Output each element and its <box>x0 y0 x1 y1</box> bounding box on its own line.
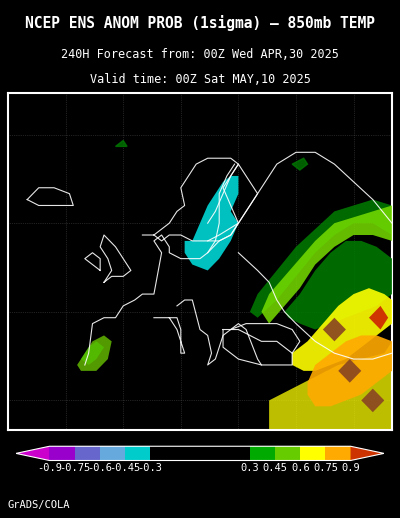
Polygon shape <box>361 388 384 412</box>
Text: -0.9: -0.9 <box>37 463 62 473</box>
Text: -0.6: -0.6 <box>87 463 112 473</box>
Text: GrADS/COLA: GrADS/COLA <box>8 500 70 510</box>
Polygon shape <box>292 288 392 371</box>
Polygon shape <box>323 318 346 341</box>
Polygon shape <box>116 140 127 147</box>
Polygon shape <box>338 359 361 383</box>
Text: -0.75: -0.75 <box>59 463 90 473</box>
Text: 0.75: 0.75 <box>313 463 338 473</box>
Polygon shape <box>269 341 392 430</box>
Polygon shape <box>292 158 308 170</box>
Text: 0.3: 0.3 <box>241 463 260 473</box>
Bar <box>275 446 300 461</box>
Text: 240H Forecast from: 00Z Wed APR,30 2025: 240H Forecast from: 00Z Wed APR,30 2025 <box>61 48 339 61</box>
Polygon shape <box>308 336 392 406</box>
Text: -0.45: -0.45 <box>109 463 140 473</box>
Polygon shape <box>262 206 392 324</box>
Text: -0.3: -0.3 <box>137 463 162 473</box>
Polygon shape <box>250 199 392 318</box>
Bar <box>125 446 150 461</box>
Text: 0.6: 0.6 <box>291 463 310 473</box>
Bar <box>300 446 326 461</box>
Text: NCEP ENS ANOM PROB (1sigma) – 850mb TEMP: NCEP ENS ANOM PROB (1sigma) – 850mb TEMP <box>25 16 375 31</box>
Text: Valid time: 00Z Sat MAY,10 2025: Valid time: 00Z Sat MAY,10 2025 <box>90 73 310 86</box>
Text: 0.9: 0.9 <box>341 463 360 473</box>
Bar <box>326 446 350 461</box>
Bar <box>50 446 74 461</box>
Polygon shape <box>81 341 104 365</box>
Bar <box>150 446 250 461</box>
Polygon shape <box>77 336 112 371</box>
Polygon shape <box>369 306 388 329</box>
Polygon shape <box>185 176 238 270</box>
Bar <box>74 446 100 461</box>
Polygon shape <box>16 446 50 461</box>
Polygon shape <box>284 241 392 329</box>
Bar <box>100 446 125 461</box>
Polygon shape <box>350 446 384 461</box>
Text: 0.45: 0.45 <box>263 463 288 473</box>
Bar <box>250 446 275 461</box>
